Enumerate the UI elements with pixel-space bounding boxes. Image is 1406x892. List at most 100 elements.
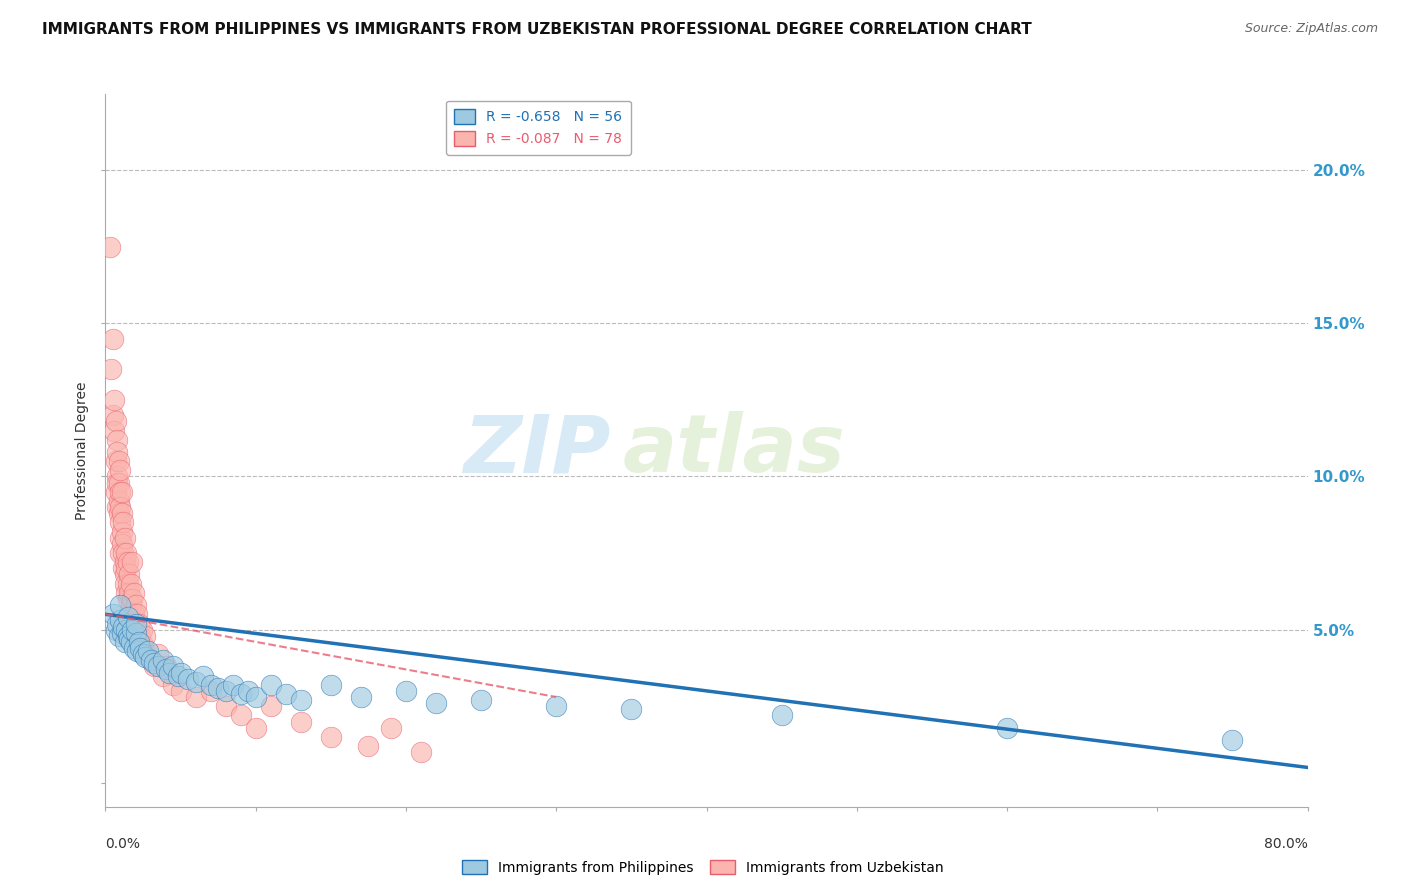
Point (620, 702, 643, 716)
Point (139, 653, 162, 667)
Point (110, 546, 132, 560)
Point (118, 567, 141, 582)
Point (110, 531, 132, 545)
Point (107, 475, 129, 490)
Point (207, 681, 229, 695)
Point (111, 524, 134, 539)
Point (112, 561, 135, 575)
Point (274, 687, 297, 701)
Point (162, 678, 184, 692)
Point (409, 745, 432, 759)
Point (108, 506, 131, 520)
Point (214, 684, 236, 698)
Point (135, 647, 157, 661)
Point (101, 409, 124, 423)
Point (117, 555, 139, 569)
Point (115, 561, 138, 575)
Point (112, 546, 135, 560)
Point (132, 647, 155, 661)
Point (104, 414, 127, 428)
Point (103, 392, 125, 407)
Point (110, 463, 132, 477)
Point (214, 699, 236, 714)
Point (124, 625, 146, 640)
Point (995, 721, 1018, 735)
Point (110, 598, 132, 612)
Point (222, 678, 245, 692)
Point (107, 616, 129, 631)
Point (101, 332, 124, 346)
Point (124, 623, 146, 637)
Text: ZIP: ZIP (463, 411, 610, 490)
Text: IMMIGRANTS FROM PHILIPPINES VS IMMIGRANTS FROM UZBEKISTAN PROFESSIONAL DEGREE CO: IMMIGRANTS FROM PHILIPPINES VS IMMIGRANT… (42, 22, 1032, 37)
Point (157, 665, 180, 680)
Point (152, 668, 174, 682)
Point (111, 506, 134, 520)
Point (121, 623, 143, 637)
Point (107, 500, 129, 515)
Point (245, 721, 267, 735)
Point (117, 576, 139, 591)
Point (121, 592, 143, 607)
Point (260, 678, 283, 692)
Point (111, 537, 134, 551)
Point (118, 607, 141, 622)
Legend: Immigrants from Philippines, Immigrants from Uzbekistan: Immigrants from Philippines, Immigrants … (457, 855, 949, 880)
Point (121, 555, 143, 569)
Point (319, 678, 342, 692)
Point (166, 668, 188, 682)
Point (425, 696, 447, 710)
Point (128, 616, 150, 631)
Point (146, 647, 169, 661)
Y-axis label: Professional Degree: Professional Degree (76, 381, 90, 520)
Point (169, 684, 191, 698)
Point (290, 693, 312, 707)
Point (184, 690, 207, 704)
Point (107, 445, 129, 459)
Point (200, 684, 222, 698)
Point (290, 714, 312, 729)
Point (770, 708, 793, 723)
Point (104, 484, 127, 499)
Point (1222, 732, 1244, 747)
Point (110, 484, 132, 499)
Point (114, 576, 136, 591)
Point (134, 629, 156, 643)
Point (350, 690, 373, 704)
Point (115, 586, 138, 600)
Text: atlas: atlas (623, 411, 845, 490)
Text: Source: ZipAtlas.com: Source: ZipAtlas.com (1244, 22, 1378, 36)
Point (260, 699, 283, 714)
Point (117, 592, 139, 607)
Point (319, 730, 342, 744)
Point (122, 607, 145, 622)
Point (111, 484, 134, 499)
Point (101, 607, 124, 622)
Point (229, 687, 252, 701)
Point (155, 662, 177, 676)
Point (395, 684, 418, 698)
Point (118, 586, 141, 600)
Point (115, 546, 138, 560)
Point (229, 708, 252, 723)
Point (136, 644, 159, 658)
Point (125, 644, 148, 658)
Point (117, 629, 139, 643)
Point (169, 665, 191, 680)
Point (142, 657, 165, 671)
Point (114, 531, 136, 545)
Point (120, 635, 142, 649)
Point (114, 555, 136, 569)
Point (104, 623, 127, 637)
Point (108, 629, 131, 643)
Point (129, 629, 152, 643)
Point (117, 610, 139, 624)
Point (108, 454, 131, 468)
Legend: R = -0.658   N = 56, R = -0.087   N = 78: R = -0.658 N = 56, R = -0.087 N = 78 (446, 101, 630, 154)
Point (112, 516, 135, 530)
Point (100, 362, 122, 376)
Point (470, 693, 492, 707)
Point (124, 616, 146, 631)
Point (238, 684, 260, 698)
Point (124, 598, 146, 612)
